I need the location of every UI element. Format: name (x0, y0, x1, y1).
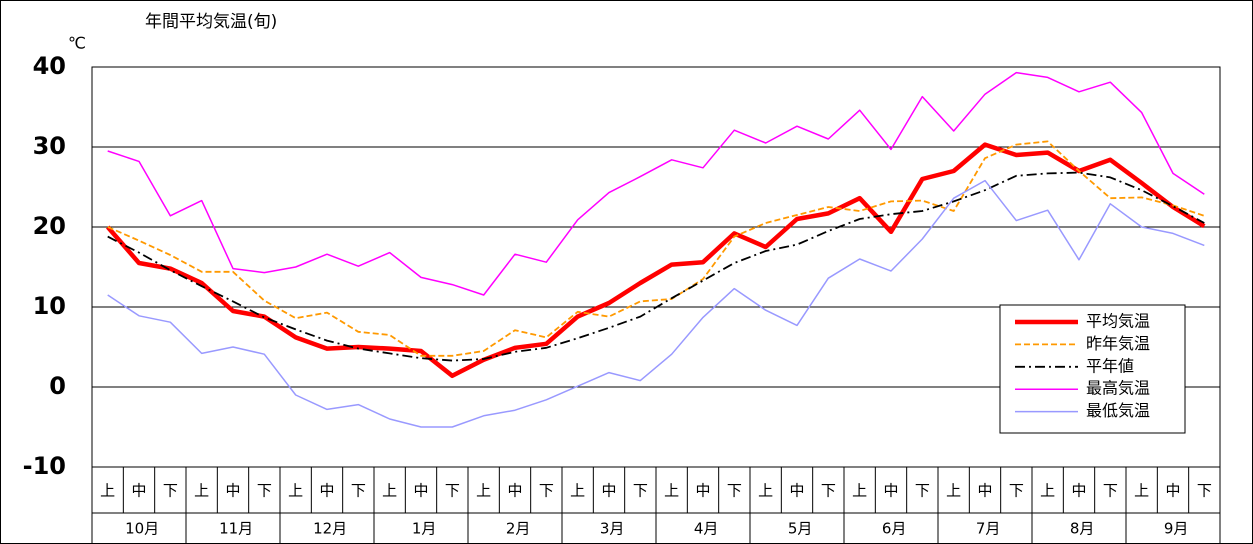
legend-label: 平年値 (1086, 356, 1134, 375)
x-tick-label: 上 (1040, 482, 1055, 500)
series-line (107, 179, 1205, 428)
x-tick-label: 下 (633, 482, 648, 500)
x-tick-label: 上 (758, 482, 773, 500)
x-tick-label: 上 (476, 482, 491, 500)
legend-label: 最高気温 (1086, 379, 1150, 398)
x-tick-label: 中 (319, 482, 334, 500)
x-tick-label: 上 (100, 482, 115, 500)
series-line (107, 171, 1205, 362)
x-tick-label: 中 (225, 482, 240, 500)
x-tick-label: 中 (789, 482, 804, 500)
x-group-label: 8月 (1070, 520, 1095, 538)
x-group-label: 1月 (412, 520, 437, 538)
y-tick-label: 20 (33, 212, 66, 240)
chart-title: 年間平均気温(旬) (145, 12, 277, 32)
x-group-label: 6月 (882, 520, 907, 538)
x-group-label: 9月 (1164, 520, 1189, 538)
x-tick-label: 上 (570, 482, 585, 500)
legend-label: 昨年気温 (1086, 334, 1150, 353)
x-tick-label: 下 (163, 482, 178, 500)
x-tick-label: 上 (288, 482, 303, 500)
x-group-label: 11月 (219, 520, 253, 538)
x-tick-label: 中 (1165, 482, 1180, 500)
x-tick-label: 上 (664, 482, 679, 500)
series-line (107, 71, 1205, 296)
legend-label: 最低気温 (1086, 401, 1150, 420)
x-tick-label: 中 (695, 482, 710, 500)
x-tick-label: 上 (382, 482, 397, 500)
x-tick-label: 下 (915, 482, 930, 500)
x-tick-label: 上 (194, 482, 209, 500)
legend-label: 平均気温 (1086, 312, 1150, 331)
y-unit: ℃ (68, 34, 86, 53)
y-tick-label: 40 (33, 52, 66, 80)
x-group-label: 3月 (600, 520, 625, 538)
x-tick-label: 中 (1071, 482, 1086, 500)
y-tick-label: 10 (33, 292, 66, 320)
series-line (106, 142, 1206, 379)
x-tick-label: 下 (1009, 482, 1024, 500)
x-tick-label: 下 (257, 482, 272, 500)
x-tick-label: 中 (507, 482, 522, 500)
x-tick-label: 下 (351, 482, 366, 500)
y-tick-label: -10 (23, 452, 66, 480)
x-tick-label: 中 (977, 482, 992, 500)
x-group-label: 2月 (506, 520, 531, 538)
x-tick-label: 下 (1103, 482, 1118, 500)
x-tick-label: 下 (1197, 482, 1212, 500)
x-tick-label: 下 (445, 482, 460, 500)
x-tick-label: 中 (413, 482, 428, 500)
y-tick-label: 30 (33, 132, 66, 160)
y-tick-label: 0 (49, 372, 66, 400)
x-group-label: 10月 (125, 520, 159, 538)
x-tick-label: 上 (852, 482, 867, 500)
x-tick-label: 下 (821, 482, 836, 500)
x-group-label: 5月 (788, 520, 813, 538)
x-group-label: 12月 (313, 520, 347, 538)
x-group-label: 7月 (976, 520, 1001, 538)
x-tick-label: 中 (883, 482, 898, 500)
x-tick-label: 中 (131, 482, 146, 500)
x-tick-label: 中 (601, 482, 616, 500)
x-tick-label: 上 (946, 482, 961, 500)
x-group-label: 4月 (694, 520, 719, 538)
series-line (107, 140, 1205, 357)
x-tick-label: 下 (727, 482, 742, 500)
x-tick-label: 上 (1134, 482, 1149, 500)
x-tick-label: 下 (539, 482, 554, 500)
